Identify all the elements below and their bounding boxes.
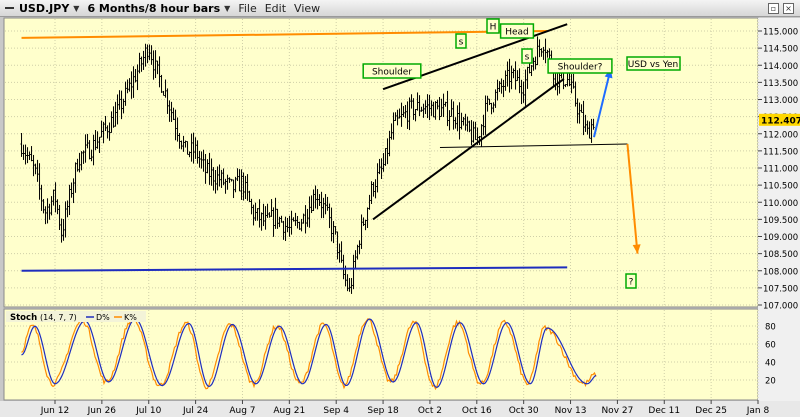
- blue-support-line: [21, 266, 568, 272]
- x-tick-label: Jun 12: [40, 406, 69, 416]
- stoch-k-line: [21, 316, 597, 391]
- menu-file[interactable]: File: [238, 1, 257, 15]
- window-titlebar: USD.JPY ▼ 6 Months/8 hour bars ▼ File Ed…: [0, 0, 800, 17]
- annotation-shoulder-right-box: [547, 58, 613, 74]
- stoch-label: Stoch: [10, 313, 37, 323]
- stoch-tick-label: 20: [765, 377, 776, 387]
- chevron-down-icon[interactable]: ▼: [224, 3, 231, 13]
- annotation-s-left: s: [459, 38, 464, 48]
- y-tick-label: 107.000: [763, 302, 798, 312]
- x-tick-label: Aug 21: [273, 406, 305, 416]
- x-tick-label: Dec 11: [648, 406, 680, 416]
- menu-edit[interactable]: Edit: [264, 1, 287, 15]
- x-tick-label: Jan 8: [746, 406, 770, 416]
- close-icon[interactable]: ×: [783, 2, 794, 14]
- orange-resistance-line: [21, 30, 548, 39]
- y-tick-label: 111.000: [763, 165, 798, 175]
- y-tick-label: 110.500: [763, 182, 798, 192]
- y-tick-label: 108.000: [763, 267, 798, 277]
- neckline: [439, 143, 628, 148]
- annotation-question-box: [625, 273, 637, 289]
- x-tick-label: Sep 4: [323, 406, 349, 416]
- stoch-tick-label: 80: [765, 323, 776, 333]
- price-bars-group: [20, 36, 595, 294]
- annotation-s-left-box: [455, 33, 467, 49]
- annotation-head-h: H: [490, 23, 497, 33]
- chart-title: USD vs Yen: [628, 60, 679, 70]
- annotation-shoulder-left: Shoulder: [372, 68, 412, 78]
- x-tick-label: Jul 24: [182, 406, 208, 416]
- annotation-question: ?: [629, 278, 634, 288]
- x-tick-label: Jun 26: [87, 406, 117, 416]
- chevron-down-icon[interactable]: ▼: [73, 3, 80, 13]
- projection-up-arrow: [592, 68, 612, 138]
- x-tick-label: Oct 16: [462, 406, 492, 416]
- y-tick-label: 115.000: [763, 28, 798, 38]
- stoch-plot-area: [3, 308, 759, 401]
- x-tick-label: Dec 25: [695, 406, 727, 416]
- stoch-params: (14, 7, 7): [40, 313, 77, 322]
- y-tick-label: 114.000: [763, 62, 798, 72]
- y-tick-label: 114.500: [763, 45, 798, 55]
- y-tick-label: 109.000: [763, 233, 798, 243]
- y-tick-label: 112.000: [763, 130, 798, 140]
- projection-down-arrow: [626, 143, 639, 254]
- x-tick-label: Aug 7: [229, 406, 255, 416]
- annotation-shoulder-right: Shoulder?: [558, 63, 603, 73]
- menu-view[interactable]: View: [294, 1, 321, 15]
- annotation-s-right-box: [521, 48, 533, 64]
- projection-down-arrow-head: [632, 244, 641, 254]
- annotation-s-right: s: [525, 53, 530, 63]
- legend-d-label: D%: [96, 313, 110, 322]
- annotation-head-h-box: [486, 18, 500, 34]
- lower-wedge-line: [372, 78, 565, 221]
- x-tick-label: Oct 30: [509, 406, 539, 416]
- y-axis-panel: [758, 18, 800, 401]
- stoch-tick-label: 40: [765, 359, 776, 369]
- symbol-label[interactable]: USD.JPY: [19, 1, 70, 15]
- annotation-head-box: [499, 23, 535, 39]
- x-tick-label: Oct 2: [418, 406, 442, 416]
- stoch-d-line: [21, 318, 597, 389]
- last-price-tag: [759, 113, 800, 126]
- y-tick-label: 113.500: [763, 79, 798, 89]
- x-tick-label: Nov 13: [555, 406, 587, 416]
- period-label[interactable]: 6 Months/8 hour bars: [87, 1, 221, 15]
- stoch-legend-bg: [6, 311, 146, 322]
- x-axis-panel: [0, 401, 800, 417]
- last-price-label: 112.407: [761, 116, 800, 126]
- x-tick-label: Nov 27: [601, 406, 633, 416]
- window-menu-icon[interactable]: [5, 7, 14, 9]
- y-tick-label: 111.500: [763, 147, 798, 157]
- annotation-head: Head: [505, 28, 529, 38]
- y-tick-label: 107.500: [763, 284, 798, 294]
- y-tick-label: 108.500: [763, 250, 798, 260]
- legend-k-label: K%: [124, 313, 137, 322]
- y-tick-label: 109.500: [763, 216, 798, 226]
- restore-icon[interactable]: ▫: [768, 2, 779, 14]
- annotation-shoulder-left-box: [362, 63, 422, 79]
- x-tick-label: Jul 10: [135, 406, 161, 416]
- x-tick-label: Sep 18: [367, 406, 399, 416]
- chart-title-box: [626, 56, 681, 71]
- y-tick-label: 110.000: [763, 199, 798, 209]
- stoch-tick-label: 60: [765, 341, 776, 351]
- y-tick-label: 113.000: [763, 96, 798, 106]
